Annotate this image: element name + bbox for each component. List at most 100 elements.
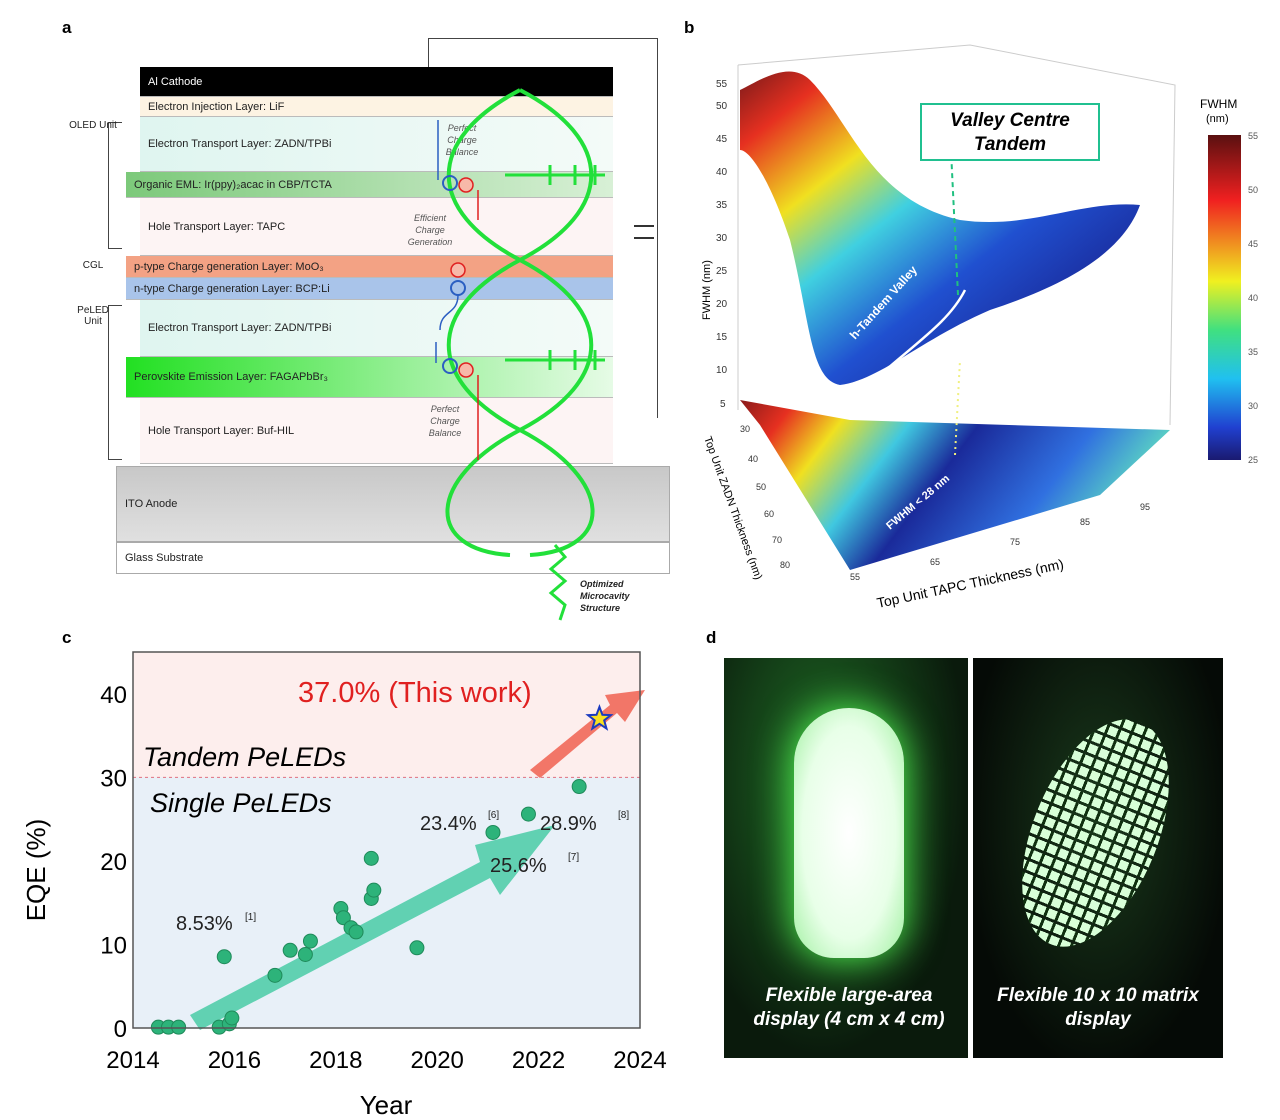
svg-text:45: 45	[716, 134, 728, 145]
data-point	[485, 824, 501, 840]
svg-text:95: 95	[1140, 502, 1150, 512]
x-tick-label: 2020	[411, 1047, 464, 1074]
x-tick-label: 2016	[208, 1047, 261, 1074]
y-tick-label: 40	[100, 682, 127, 709]
data-point	[571, 779, 587, 795]
plot-frame	[132, 651, 641, 1029]
svg-text:[8]: [8]	[618, 810, 629, 821]
x-tick-label: 2022	[512, 1047, 565, 1074]
data-point	[409, 940, 425, 956]
data-point	[366, 882, 382, 898]
data-point	[348, 924, 364, 940]
svg-text:40: 40	[716, 167, 728, 178]
layer-perovskite-eml: Perovskite Emission Layer: FAGAPbBr₃	[126, 357, 613, 398]
matrix-pixels	[992, 698, 1199, 968]
panel-label-c: c	[62, 628, 72, 647]
svg-text:65: 65	[930, 557, 940, 567]
svg-text:35: 35	[716, 200, 728, 211]
svg-text:30: 30	[740, 424, 750, 434]
svg-text:5: 5	[720, 399, 726, 410]
svg-text:30: 30	[716, 233, 728, 244]
caption-large-area: Flexible large-area display (4 cm x 4 cm…	[753, 985, 945, 1030]
svg-text:50: 50	[716, 101, 728, 112]
data-point	[282, 942, 298, 958]
region-label-single: Single PeLEDs	[150, 788, 332, 818]
battery-icon	[634, 225, 654, 239]
svg-text:25: 25	[1248, 455, 1258, 465]
data-point	[297, 946, 313, 962]
svg-text:55: 55	[850, 572, 860, 582]
x-tick-label: 2014	[106, 1047, 159, 1074]
glowing-panel	[794, 708, 904, 958]
data-point	[302, 933, 318, 949]
svg-text:75: 75	[1010, 537, 1020, 547]
y-tick-label: 0	[114, 1016, 127, 1043]
svg-text:[7]: [7]	[568, 852, 579, 863]
panel-label-b: b	[684, 18, 695, 37]
svg-text:55: 55	[716, 79, 728, 90]
layer-glass-substrate: Glass Substrate	[116, 542, 670, 574]
dna-helix-icon	[445, 88, 605, 557]
svg-text:50: 50	[1248, 185, 1258, 195]
charge-carrier-icons	[435, 120, 479, 460]
colorbar-unit: (nm)	[1206, 113, 1229, 125]
single-region	[133, 777, 640, 1028]
valley-arrow	[879, 289, 967, 376]
svg-text:15: 15	[716, 332, 728, 343]
layer-ito-anode: ITO Anode	[116, 466, 670, 542]
caption-matrix: Flexible 10 x 10 matrix display	[997, 985, 1199, 1030]
annotation-this-work: 37.0% (This work)	[298, 677, 532, 709]
svg-text:60: 60	[764, 509, 774, 519]
colorbar-title: FWHM	[1200, 97, 1237, 111]
note-charge-generation: Efficient Charge Generation	[407, 213, 453, 247]
svg-text:70: 70	[772, 535, 782, 545]
y-axis-label: EQE (%)	[21, 819, 51, 922]
svg-text:80: 80	[780, 560, 790, 570]
data-point	[335, 910, 351, 926]
panel-label-d: d	[706, 628, 717, 647]
svg-text:35: 35	[1248, 347, 1258, 357]
svg-text:50: 50	[756, 482, 766, 492]
x-axis-ticks: 55 65 75 85 95	[850, 502, 1150, 582]
svg-text:25: 25	[716, 266, 728, 277]
colorbar-ticks: 55 50 45 40 35 30 25	[1248, 131, 1258, 465]
trend-arrow-tandem	[530, 690, 645, 778]
svg-text:45: 45	[1248, 239, 1258, 249]
this-work-star-icon	[585, 703, 614, 731]
data-points	[150, 703, 614, 1035]
y-axis-ticks: 30 40 50 60 70 80	[740, 424, 790, 570]
svg-text:20: 20	[716, 299, 728, 310]
svg-text:30: 30	[1248, 401, 1258, 411]
svg-text:[1]: [1]	[245, 912, 256, 923]
contour-floor	[740, 400, 1170, 570]
contour-dotted-line	[954, 359, 961, 456]
bracket-peled	[108, 305, 122, 460]
y-tick-label: 10	[100, 932, 127, 959]
layer-htl-bottom: Hole Transport Layer: Buf-HIL	[140, 398, 613, 464]
helix-and-charges	[435, 88, 605, 621]
region-label-tandem: Tandem PeLEDs	[143, 742, 346, 772]
data-point	[224, 1010, 240, 1026]
unit-label-peled: PeLED Unit	[77, 305, 109, 327]
layer-n-cgl: n-type Charge generation Layer: BCP:Li	[126, 278, 613, 300]
svg-text:85: 85	[1080, 517, 1090, 527]
photo-large-area-display: Flexible large-area display (4 cm x 4 cm…	[724, 658, 968, 1058]
y-tick-label: 30	[100, 765, 127, 792]
layer-eil: Electron Injection Layer: LiF	[140, 97, 613, 117]
valley-centre-callout: Valley Centre Tandem	[920, 103, 1100, 161]
x-tick-label: 2024	[613, 1047, 666, 1074]
data-point	[216, 949, 232, 965]
data-point	[171, 1019, 187, 1035]
layer-al-cathode: Al Cathode	[140, 67, 613, 97]
unit-label-cgl: CGL	[82, 260, 104, 271]
bracket-oled	[108, 122, 122, 249]
layer-etl-top: Electron Transport Layer: ZADN/TPBi	[140, 117, 613, 172]
data-point	[267, 967, 283, 983]
layer-p-cgl: p-type Charge generation Layer: MoO₃	[126, 256, 613, 278]
z-axis-ticks: 5 10 15 20 25 30 35 40 45 50 55	[716, 79, 728, 410]
note-charge-balance-bottom: Perfect Charge Balance	[428, 404, 462, 438]
svg-text:40: 40	[748, 454, 758, 464]
note-microcavity: Optimized Microcavity Structure	[580, 579, 630, 613]
svg-text:8.53%: 8.53%	[176, 913, 233, 935]
